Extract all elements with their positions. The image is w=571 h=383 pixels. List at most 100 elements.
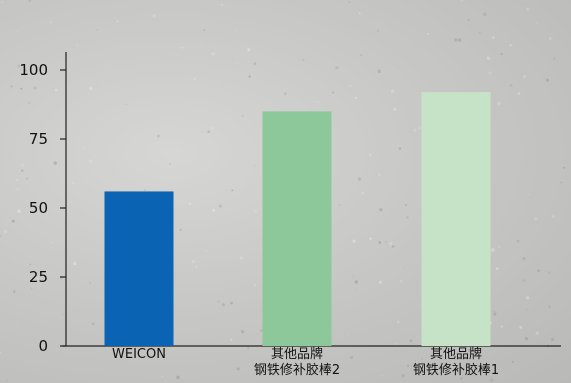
texture-speck xyxy=(29,263,32,266)
texture-speck xyxy=(394,343,397,345)
texture-speck xyxy=(54,88,58,92)
texture-speck xyxy=(21,163,24,167)
texture-speck xyxy=(156,134,160,138)
texture-speck xyxy=(396,320,400,324)
texture-speck xyxy=(541,365,543,367)
x-category-label: 其他品牌 xyxy=(430,346,482,362)
y-axis-ticks: 0 25 50 75 100 xyxy=(19,61,66,355)
texture-speck xyxy=(519,325,523,329)
texture-speck xyxy=(348,1,351,4)
texture-speck xyxy=(72,182,75,185)
texture-speck xyxy=(403,302,405,304)
texture-speck xyxy=(338,203,341,207)
texture-speck xyxy=(526,308,528,310)
texture-speck xyxy=(349,355,354,359)
texture-speck xyxy=(380,374,383,377)
texture-speck xyxy=(406,216,409,219)
texture-speck xyxy=(355,250,357,252)
texture-speck xyxy=(116,20,119,23)
texture-speck xyxy=(218,80,220,82)
texture-speck xyxy=(427,32,429,35)
texture-speck xyxy=(207,130,211,134)
texture-speck xyxy=(398,147,402,150)
texture-speck xyxy=(247,347,250,350)
texture-speck xyxy=(241,114,244,118)
x-category-label: WEICON xyxy=(112,347,166,362)
texture-speck xyxy=(62,313,64,315)
texture-speck xyxy=(407,190,409,192)
texture-speck xyxy=(493,310,495,313)
bars xyxy=(104,92,491,347)
texture-speck xyxy=(0,235,2,237)
texture-speck xyxy=(161,375,164,377)
texture-speck xyxy=(548,36,552,41)
texture-speck xyxy=(468,348,472,353)
texture-speck xyxy=(17,64,21,68)
texture-speck xyxy=(253,283,257,287)
texture-speck xyxy=(332,91,335,94)
texture-speck xyxy=(53,161,57,165)
texture-speck xyxy=(378,240,382,244)
texture-speck xyxy=(165,380,167,382)
texture-speck xyxy=(201,42,203,45)
texture-speck xyxy=(5,379,8,382)
texture-speck xyxy=(30,287,33,290)
texture-speck xyxy=(523,75,526,78)
texture-speck xyxy=(358,12,361,15)
texture-speck xyxy=(76,43,79,46)
texture-speck xyxy=(248,75,251,78)
texture-speck xyxy=(369,237,372,240)
texture-speck xyxy=(352,275,354,278)
texture-speck xyxy=(498,245,501,248)
bar xyxy=(262,111,332,347)
texture-speck xyxy=(101,83,104,85)
texture-speck xyxy=(526,7,530,11)
x-category-label: 钢铁修补胶棒2 xyxy=(254,362,340,378)
texture-speck xyxy=(144,189,146,191)
texture-speck xyxy=(363,352,365,354)
texture-speck xyxy=(89,159,92,163)
texture-speck xyxy=(524,337,529,341)
y-tick-label: 25 xyxy=(29,268,48,286)
texture-speck xyxy=(348,84,352,88)
texture-speck xyxy=(231,189,234,192)
texture-speck xyxy=(176,375,180,380)
texture-speck xyxy=(409,339,413,343)
texture-speck xyxy=(497,102,501,105)
texture-speck xyxy=(479,31,481,34)
texture-speck xyxy=(15,178,19,182)
texture-speck xyxy=(335,66,339,70)
texture-speck xyxy=(253,62,257,65)
texture-speck xyxy=(195,265,198,268)
x-category-label: 其他品牌 xyxy=(271,346,323,362)
texture-speck xyxy=(376,29,380,33)
texture-speck xyxy=(405,204,408,207)
texture-speck xyxy=(483,12,487,16)
texture-speck xyxy=(551,215,555,218)
texture-speck xyxy=(241,330,245,334)
texture-speck xyxy=(548,305,551,309)
texture-speck xyxy=(20,169,24,173)
texture-speck xyxy=(526,296,530,300)
texture-speck xyxy=(71,58,73,60)
texture-speck xyxy=(179,228,182,232)
texture-speck xyxy=(393,107,397,111)
texture-speck xyxy=(488,71,492,75)
texture-speck xyxy=(125,103,128,105)
y-tick-label: 0 xyxy=(38,337,48,355)
y-tick-label: 100 xyxy=(19,61,48,79)
texture-speck xyxy=(399,279,403,283)
texture-speck xyxy=(492,36,495,39)
texture-speck xyxy=(186,76,188,78)
texture-speck xyxy=(247,48,251,52)
texture-speck xyxy=(51,241,54,244)
texture-speck xyxy=(0,351,1,354)
texture-speck xyxy=(537,269,540,273)
texture-speck xyxy=(419,364,423,368)
x-category-label: 钢铁修补胶棒1 xyxy=(413,362,499,378)
texture-speck xyxy=(230,338,233,341)
texture-speck xyxy=(201,131,203,133)
texture-speck xyxy=(91,322,95,326)
texture-speck xyxy=(254,209,258,213)
